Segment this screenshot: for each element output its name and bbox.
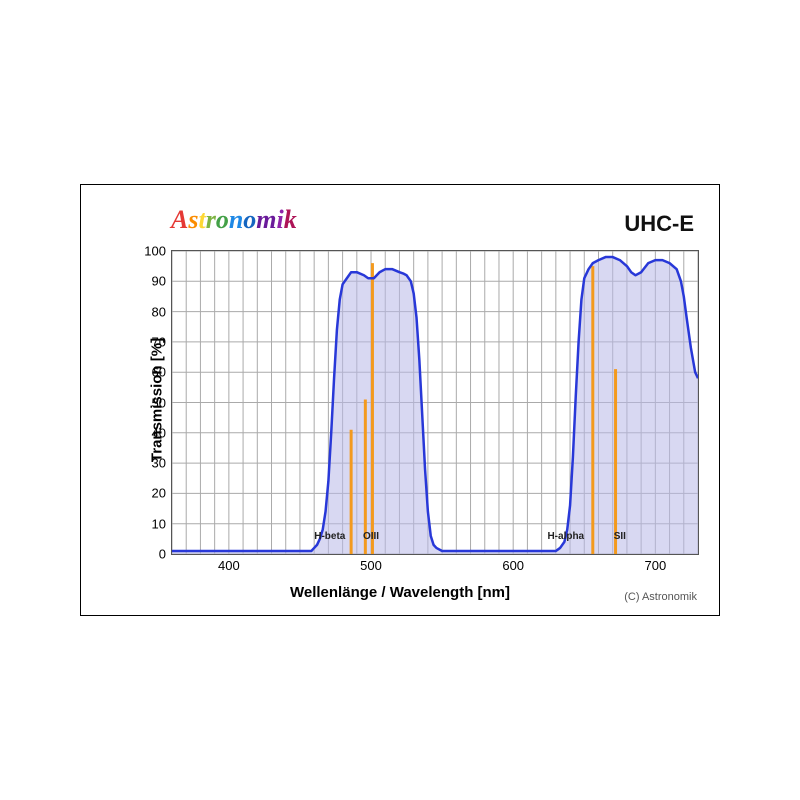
- product-title: UHC-E: [624, 211, 694, 237]
- x-tick-label: 400: [218, 558, 240, 573]
- y-tick-label: 80: [152, 304, 166, 319]
- svg-text:H-beta: H-beta: [314, 531, 346, 542]
- y-tick-label: 50: [152, 395, 166, 410]
- x-tick-label: 600: [502, 558, 524, 573]
- svg-text:OIII: OIII: [363, 531, 379, 542]
- svg-text:H-alpha: H-alpha: [547, 531, 584, 542]
- copyright-label: (C) Astronomik: [624, 591, 697, 603]
- y-tick-label: 20: [152, 486, 166, 501]
- y-tick-label: 10: [152, 516, 166, 531]
- y-tick-label: 70: [152, 334, 166, 349]
- y-tick-label: 40: [152, 425, 166, 440]
- chart-container: Astronomik UHC-E Transmission [%] Wellen…: [80, 184, 720, 616]
- plot-area: H-betaOIIIH-alphaSII 0102030405060708090…: [171, 250, 699, 555]
- y-tick-label: 0: [159, 547, 166, 562]
- y-tick-label: 100: [144, 244, 166, 259]
- svg-text:SII: SII: [614, 531, 626, 542]
- brand-title: Astronomik: [171, 205, 297, 235]
- page-container: Astronomik UHC-E Transmission [%] Wellen…: [0, 0, 800, 800]
- plot-svg: H-beta OIII H-alpha SII: [172, 251, 698, 554]
- x-tick-label: 500: [360, 558, 382, 573]
- x-tick-label: 700: [644, 558, 666, 573]
- x-axis-label: Wellenlänge / Wavelength [nm]: [290, 584, 510, 601]
- y-tick-label: 90: [152, 274, 166, 289]
- y-tick-label: 30: [152, 456, 166, 471]
- y-tick-label: 60: [152, 365, 166, 380]
